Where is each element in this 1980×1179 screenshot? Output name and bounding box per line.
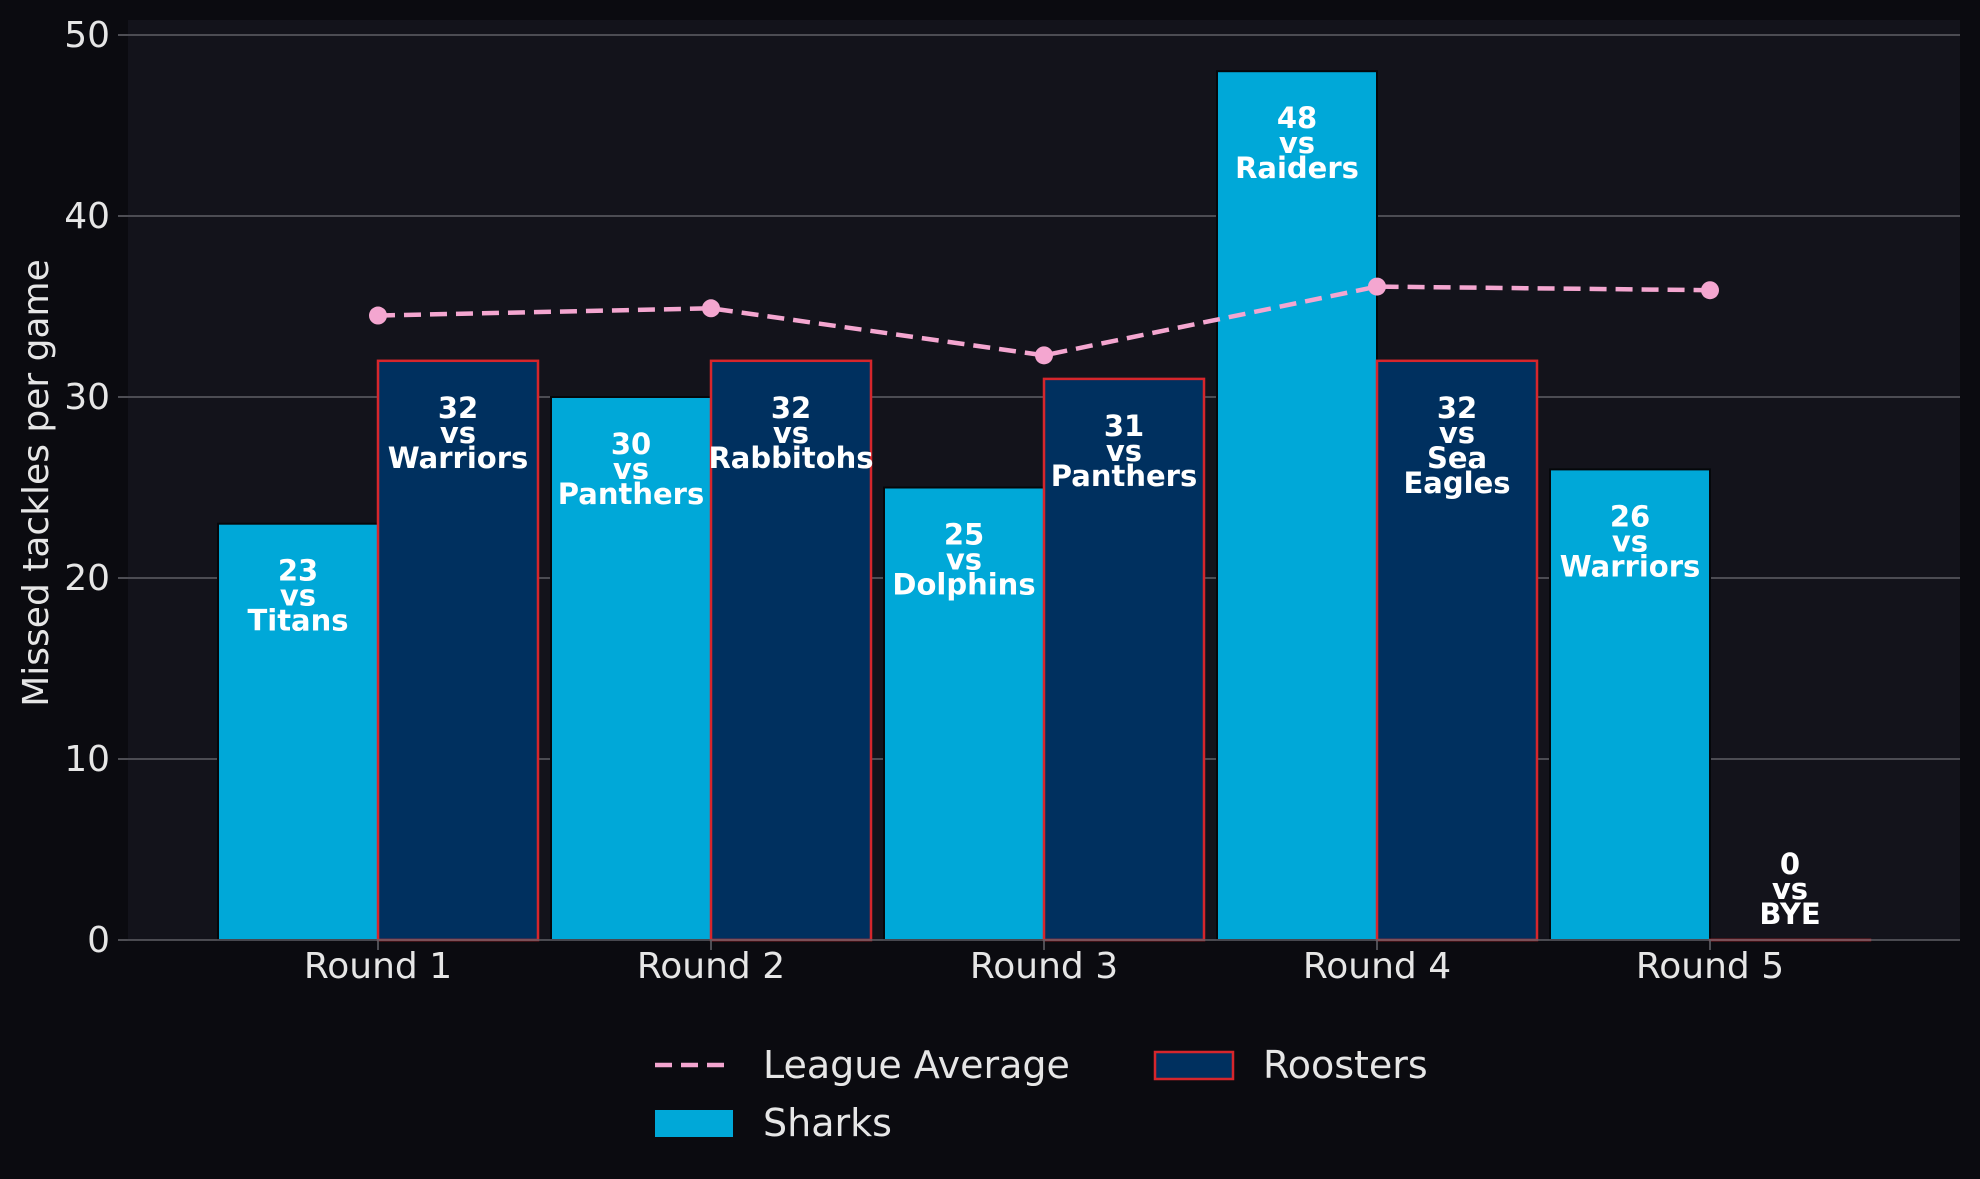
point-league-average-round-3: [1035, 346, 1053, 365]
bar-labels: 23vsTitans30vsPanthers25vsDolphins48vsRa…: [247, 101, 1820, 931]
bar-label-roosters-round-2-0: 32: [771, 391, 811, 425]
bar-label-roosters-round-5-0: 0: [1780, 847, 1800, 881]
bar-label-sharks-round-1-0: 23: [278, 554, 318, 588]
legend-label-roosters: Roosters: [1263, 1043, 1428, 1087]
point-league-average-round-5: [1701, 281, 1719, 300]
legend: League Average Roosters Sharks: [655, 1043, 1428, 1145]
bar-label-sharks-round-4-2: Raiders: [1235, 151, 1359, 185]
bar-label-sharks-round-1-2: Titans: [247, 604, 348, 638]
bar-label-roosters-round-4-3: Eagles: [1403, 466, 1510, 500]
bar-label-roosters-round-2-1: vs: [773, 416, 809, 450]
x-tick-label-round-5: Round 5: [1636, 946, 1784, 987]
bar-label-roosters-round-1-2: Warriors: [388, 441, 529, 475]
legend-swatch-sharks: [655, 1110, 733, 1137]
bar-label-roosters-round-1-1: vs: [440, 416, 476, 450]
y-tick-label-20: 20: [64, 558, 110, 599]
y-tick-label-40: 40: [64, 196, 110, 237]
y-tick-label-0: 0: [87, 920, 110, 961]
legend-label-league-average: League Average: [763, 1043, 1070, 1087]
x-tick-label-round-2: Round 2: [637, 946, 785, 987]
bar-label-sharks-round-4-1: vs: [1279, 126, 1315, 160]
bar-sharks-round-4: [1216, 70, 1378, 941]
bar-sharks-round-5: [1549, 468, 1711, 941]
point-league-average-round-1: [369, 306, 387, 325]
bar-sharks-round-1: [217, 522, 379, 941]
bar-label-sharks-round-2-0: 30: [611, 427, 651, 461]
line-league-average: [377, 284, 1711, 358]
bar-label-sharks-round-5-0: 26: [1610, 499, 1650, 533]
bar-label-roosters-round-4-2: Sea: [1427, 441, 1487, 475]
bar-label-sharks-round-5-1: vs: [1612, 524, 1648, 558]
bar-label-sharks-round-1-1: vs: [280, 579, 316, 613]
y-tick-label-30: 30: [64, 377, 110, 418]
bar-label-roosters-round-3-2: Panthers: [1051, 459, 1197, 493]
bars: [217, 70, 1872, 942]
bar-label-roosters-round-2-2: Rabbitohs: [708, 441, 873, 475]
bar-label-roosters-round-1-0: 32: [438, 391, 478, 425]
y-axis-title: Missed tackles per game: [16, 259, 57, 707]
x-tick-label-round-1: Round 1: [304, 946, 452, 987]
y-tick-label-50: 50: [64, 15, 110, 56]
bar-sharks-round-2: [550, 396, 712, 941]
bar-roosters-round-2: [709, 359, 873, 942]
x-tick-label-round-3: Round 3: [970, 946, 1118, 987]
bar-label-roosters-round-3-0: 31: [1104, 409, 1144, 443]
point-league-average-round-2: [702, 299, 720, 318]
bar-sharks-round-3: [883, 486, 1045, 941]
bar-label-sharks-round-3-0: 25: [944, 518, 984, 552]
y-tick-label-10: 10: [64, 739, 110, 780]
point-league-average-round-4: [1368, 277, 1386, 296]
bar-roosters-round-4: [1375, 359, 1539, 942]
bar-label-sharks-round-2-1: vs: [613, 452, 649, 486]
bar-label-sharks-round-3-1: vs: [946, 543, 982, 577]
bar-label-sharks-round-2-2: Panthers: [558, 477, 704, 511]
bar-label-roosters-round-5-2: BYE: [1759, 897, 1820, 931]
bar-roosters-round-1: [376, 359, 540, 942]
bar-label-roosters-round-3-1: vs: [1106, 434, 1142, 468]
bar-label-roosters-round-4-1: vs: [1439, 416, 1475, 450]
axes: 0 10 20 30 40 50 Round 1 Round 2 Round 3 Round 4 R…: [64, 15, 1960, 987]
league-average-line: [369, 277, 1719, 365]
bar-roosters-round-3: [1042, 377, 1206, 942]
bar-label-roosters-round-4-0: 32: [1437, 391, 1477, 425]
legend-label-sharks: Sharks: [763, 1101, 892, 1145]
x-tick-label-round-4: Round 4: [1303, 946, 1451, 987]
bar-label-sharks-round-4-0: 48: [1277, 101, 1317, 135]
bar-label-sharks-round-3-2: Dolphins: [892, 568, 1035, 602]
bar-label-roosters-round-5-1: vs: [1772, 872, 1808, 906]
bar-label-sharks-round-5-2: Warriors: [1560, 549, 1701, 583]
legend-swatch-roosters: [1153, 1050, 1235, 1081]
